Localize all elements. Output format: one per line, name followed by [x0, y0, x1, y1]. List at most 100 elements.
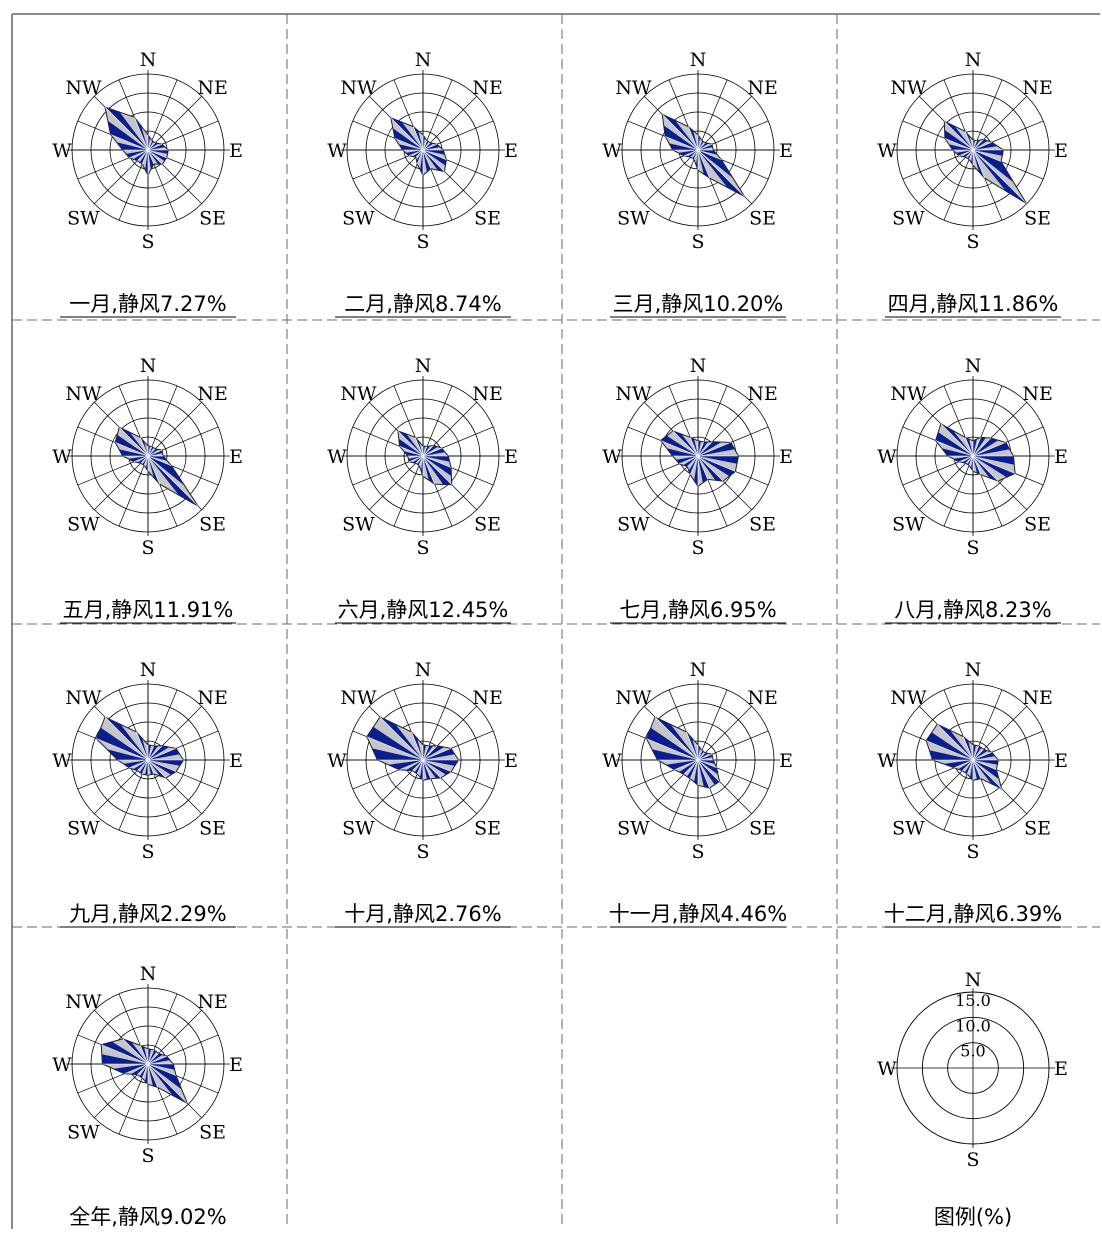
- rose-segment-ese: [973, 760, 999, 780]
- grid-spoke: [147, 96, 202, 151]
- direction-label-se: SE: [199, 1121, 226, 1143]
- rose-spoke: [422, 759, 452, 772]
- rose-segment-n: [423, 744, 426, 760]
- rose-segment-n: [698, 134, 700, 150]
- direction-label-nw: NW: [65, 77, 102, 99]
- rose-segment-ene: [423, 448, 445, 456]
- direction-label-n: N: [690, 659, 707, 681]
- rose-spoke: [416, 149, 424, 165]
- rose-spoke: [147, 455, 172, 466]
- chart-caption: 八月,静风8.23%: [894, 598, 1051, 622]
- rose-spoke: [147, 1063, 177, 1076]
- rose-segment-ssw: [417, 456, 423, 466]
- rose-spoke: [972, 149, 1002, 162]
- rose-spoke: [972, 455, 999, 482]
- rose-spoke: [147, 1055, 167, 1065]
- rose-segment-nne: [423, 745, 434, 760]
- direction-label-s: S: [416, 537, 429, 559]
- rose-spoke: [689, 759, 699, 779]
- direction-label-e: E: [229, 140, 243, 162]
- direction-label-w: W: [52, 140, 72, 162]
- rose-spoke: [147, 455, 160, 485]
- rose-spoke: [147, 745, 155, 761]
- direction-label-nw: NW: [65, 383, 102, 405]
- wind-rose-chart: N NE E SE S SW W NW 九月,静风2.29%: [52, 659, 243, 928]
- direction-label-se: SE: [749, 513, 776, 535]
- chart-caption: 七月,静风6.95%: [619, 598, 776, 622]
- rose-spoke: [422, 759, 432, 779]
- rose-segment-ese: [148, 760, 177, 775]
- rose-segment-ene: [423, 748, 455, 760]
- rose-segment-nne: [423, 445, 431, 456]
- direction-label-se: SE: [1024, 207, 1051, 229]
- rose-segment-nne: [148, 1050, 157, 1064]
- grid-spoke: [644, 149, 699, 204]
- direction-label-ne: NE: [1022, 77, 1053, 99]
- rose-spoke: [399, 446, 424, 457]
- rose-segment-ne: [423, 142, 434, 150]
- rose-spoke: [954, 759, 974, 769]
- rose-segment-w: [948, 144, 973, 150]
- rose-spoke: [96, 738, 149, 761]
- rose-segment-s: [420, 760, 423, 781]
- rose-segment-nne: [698, 441, 709, 456]
- rose-spoke: [926, 740, 974, 761]
- rose-spoke: [139, 1045, 149, 1065]
- rose-spoke: [147, 449, 163, 457]
- grid-spoke: [668, 149, 699, 221]
- direction-label-se: SE: [199, 513, 226, 535]
- rose-spoke: [697, 441, 705, 457]
- wind-rose-chart: N NE E SE S SW W NW 十二月,静风6.39%: [877, 659, 1068, 928]
- rose-spoke: [686, 731, 699, 761]
- rose-spoke: [935, 440, 974, 457]
- legend-chart: 5.0 10.0 15.0N E S W 图例(%): [877, 969, 1068, 1229]
- grid-spoke: [943, 455, 974, 527]
- grid-spoke: [369, 149, 424, 204]
- direction-label-e: E: [1054, 446, 1068, 468]
- direction-label-sw: SW: [892, 817, 925, 839]
- direction-label-sw: SW: [617, 207, 650, 229]
- rose-segment-ese: [423, 456, 452, 477]
- rose-segment-ssw: [139, 150, 148, 164]
- wind-rose-chart: N NE E SE S SW W NW 十月,静风2.76%: [327, 659, 518, 928]
- rose-spoke: [147, 446, 153, 457]
- direction-label-nw: NW: [65, 991, 102, 1013]
- rose-segment-e: [423, 150, 445, 155]
- direction-label-se: SE: [1024, 817, 1051, 839]
- direction-label-e: E: [1054, 140, 1068, 162]
- rose-segment-wnw: [646, 727, 698, 760]
- rose-segment-ssw: [139, 1064, 148, 1078]
- rose-spoke: [672, 430, 699, 457]
- rose-spoke: [936, 723, 974, 761]
- rose-spoke: [679, 455, 699, 465]
- rose-spoke: [137, 759, 149, 771]
- rose-spoke: [688, 126, 699, 151]
- rose-spoke: [972, 455, 982, 475]
- rose-segment-nne: [973, 746, 982, 760]
- rose-segment-w: [929, 750, 973, 760]
- direction-label-e: E: [229, 1054, 243, 1076]
- rose-segment-e: [423, 456, 450, 462]
- rose-spoke: [147, 149, 155, 165]
- rose-spoke: [422, 745, 430, 761]
- rose-segment-w: [107, 749, 148, 760]
- rose-segment-w: [652, 749, 698, 760]
- direction-label-w: W: [327, 140, 347, 162]
- rose-spoke: [147, 759, 155, 775]
- direction-label-nw: NW: [615, 687, 652, 709]
- rose-segment-s: [694, 456, 698, 487]
- rose-segment-ese: [148, 456, 185, 486]
- rose-spoke: [413, 126, 424, 151]
- rose-spoke: [147, 759, 167, 779]
- direction-label-ne: NE: [197, 687, 228, 709]
- rose-segment-ne: [148, 448, 159, 456]
- direction-label-n: N: [965, 49, 982, 71]
- rose-segment-e: [973, 760, 999, 765]
- rose-segment-wsw: [953, 456, 973, 462]
- rose-spoke: [422, 446, 428, 457]
- rose-segment-s: [696, 150, 698, 171]
- direction-label-s: S: [691, 537, 704, 559]
- direction-label-nw: NW: [890, 687, 927, 709]
